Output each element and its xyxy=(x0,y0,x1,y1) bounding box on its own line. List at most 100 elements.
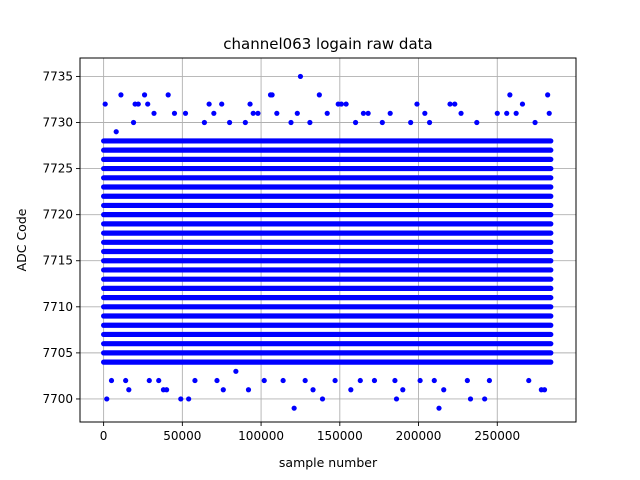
data-point xyxy=(206,101,212,107)
data-point xyxy=(441,387,447,393)
data-point xyxy=(220,387,226,393)
data-point xyxy=(348,387,354,393)
data-point xyxy=(164,387,170,393)
data-point xyxy=(541,387,548,393)
data-point xyxy=(494,110,500,116)
data-point xyxy=(360,110,367,116)
data-point xyxy=(414,101,420,107)
data-point xyxy=(255,110,261,116)
data-point xyxy=(307,119,313,126)
data-point xyxy=(310,387,316,393)
plot-frame xyxy=(79,57,577,423)
data-point xyxy=(108,377,115,384)
x-tick-label: 50000 xyxy=(163,429,201,443)
data-point xyxy=(261,377,267,384)
points-layer xyxy=(101,73,554,411)
data-point xyxy=(145,101,151,107)
y-tick-label: 7700 xyxy=(42,392,73,406)
data-point xyxy=(102,101,108,107)
data-point xyxy=(151,110,157,116)
data-point xyxy=(371,377,378,384)
data-point xyxy=(408,119,414,126)
data-point xyxy=(226,119,233,126)
y-tick-label: 7720 xyxy=(42,208,73,222)
data-point xyxy=(352,119,359,126)
data-point xyxy=(118,92,124,98)
data-point xyxy=(135,101,141,107)
data-point xyxy=(545,92,551,98)
chart-title: channel063 logain raw data xyxy=(223,35,432,53)
data-point xyxy=(211,110,217,116)
data-point xyxy=(379,119,385,126)
data-point xyxy=(392,377,398,384)
data-point xyxy=(126,387,132,393)
data-point xyxy=(269,92,275,98)
data-point xyxy=(233,368,239,374)
data-point xyxy=(186,396,192,402)
data-point xyxy=(274,110,280,116)
data-point xyxy=(123,377,129,384)
data-point xyxy=(219,101,225,107)
data-point xyxy=(393,396,400,402)
data-point xyxy=(504,110,510,116)
data-point xyxy=(519,101,526,107)
data-point xyxy=(297,73,304,80)
data-point xyxy=(486,377,492,384)
x-axis-label: sample number xyxy=(279,455,378,470)
data-point xyxy=(452,101,458,107)
data-point xyxy=(426,119,433,126)
data-point xyxy=(141,92,148,98)
data-point xyxy=(294,110,300,116)
data-point xyxy=(178,396,184,402)
data-point xyxy=(458,110,464,116)
y-axis-ticks: 7700 7705 7710 7715 7720 7725 7730 7735 xyxy=(42,69,80,406)
data-point xyxy=(104,396,110,402)
data-point xyxy=(291,405,297,411)
y-tick-label: 7730 xyxy=(42,116,73,130)
data-point xyxy=(280,377,286,384)
data-point xyxy=(332,377,338,384)
data-point xyxy=(316,92,322,98)
y-axis-label: ADC Code xyxy=(14,208,29,271)
data-point xyxy=(464,377,470,384)
data-point xyxy=(245,387,252,393)
data-point xyxy=(357,377,363,384)
data-point xyxy=(130,119,137,126)
data-point xyxy=(182,110,189,116)
x-tick-label: 200000 xyxy=(396,429,442,443)
data-point xyxy=(288,119,294,126)
data-point xyxy=(513,110,519,116)
data-point xyxy=(431,377,437,384)
data-point xyxy=(526,377,532,384)
data-point xyxy=(482,396,488,402)
y-tick-label: 7705 xyxy=(42,346,73,360)
data-point xyxy=(192,377,198,384)
x-tick-label: 100000 xyxy=(238,429,284,443)
x-tick-label: 250000 xyxy=(474,429,520,443)
y-tick-label: 7725 xyxy=(42,162,73,176)
data-point xyxy=(507,92,513,98)
data-point xyxy=(400,387,406,393)
data-point xyxy=(447,101,453,107)
data-point xyxy=(546,110,552,116)
data-point xyxy=(343,101,349,107)
data-point xyxy=(319,396,326,402)
data-point xyxy=(113,129,119,135)
data-point xyxy=(201,119,207,126)
y-tick-label: 7715 xyxy=(42,254,73,268)
data-point xyxy=(365,110,371,116)
data-point xyxy=(156,377,162,384)
data-point xyxy=(467,396,474,402)
y-tick-label: 7710 xyxy=(42,300,73,314)
data-point xyxy=(214,377,220,384)
data-point xyxy=(532,119,538,126)
data-point xyxy=(338,101,344,107)
data-point xyxy=(165,92,171,98)
data-point xyxy=(247,101,253,107)
y-tick-label: 7735 xyxy=(42,69,73,83)
data-point xyxy=(417,377,423,384)
data-point xyxy=(171,110,178,116)
x-tick-label: 0 xyxy=(100,429,108,443)
